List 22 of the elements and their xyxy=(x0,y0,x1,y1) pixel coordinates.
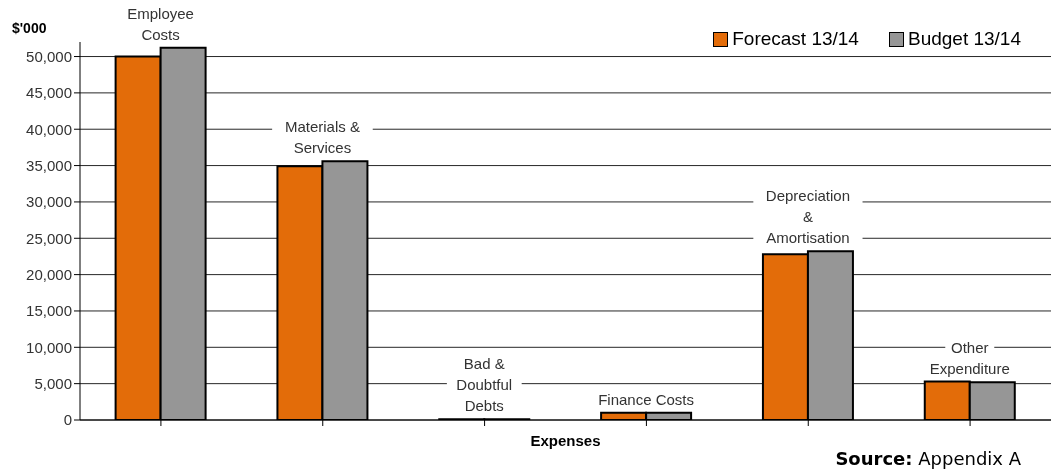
legend-label: Budget 13/14 xyxy=(907,28,1021,50)
x-tick-label: Finance Costs xyxy=(598,390,695,408)
y-axis-title: $'000 xyxy=(12,20,47,36)
y-tick-label: 5,000 xyxy=(34,374,72,392)
x-tick-label: Depreciation & Amortisation xyxy=(765,187,851,247)
x-axis-title: Expenses xyxy=(530,432,601,449)
y-tick-label: 0 xyxy=(63,411,72,429)
source-note: Source: Appendix A xyxy=(835,448,1021,469)
x-tick-label: Materials & Services xyxy=(284,118,360,157)
y-tick-label: 50,000 xyxy=(26,47,72,65)
y-tick-label: 30,000 xyxy=(26,193,72,211)
y-tick-label: 20,000 xyxy=(26,265,72,283)
y-tick-label: 10,000 xyxy=(26,338,72,356)
x-tick-label: Other Expenditure xyxy=(929,339,1010,378)
y-tick-label: 15,000 xyxy=(26,302,72,320)
y-tick-label: 45,000 xyxy=(26,84,72,102)
y-tick-label: 25,000 xyxy=(26,229,72,247)
y-tick-label: 35,000 xyxy=(26,156,72,174)
x-tick-label: Bad & Doubtful Debts xyxy=(456,355,513,415)
y-tick-label: 40,000 xyxy=(26,120,72,138)
x-tick-label: Employee Costs xyxy=(127,4,194,43)
legend-label: Forecast 13/14 xyxy=(732,28,859,50)
